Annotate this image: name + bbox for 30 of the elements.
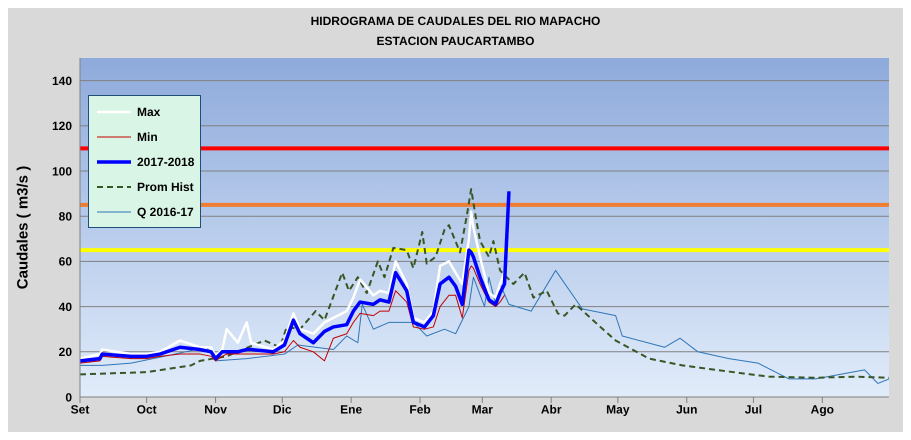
x-tick-label: Set xyxy=(70,402,90,417)
y-tick-label: 140 xyxy=(52,74,72,88)
x-tick-label: May xyxy=(606,402,630,417)
y-axis-title: Caudales ( m3/s ) xyxy=(14,166,32,290)
legend-label: Max xyxy=(137,104,160,118)
x-tick-label: Dic xyxy=(272,402,292,417)
chart-subtitle: ESTACION PAUCARTAMBO xyxy=(376,34,536,48)
y-tick-label: 0 xyxy=(65,390,72,404)
legend-label: Q 2016-17 xyxy=(137,204,194,218)
x-tick-label: Oct xyxy=(136,402,157,417)
x-tick-label: Mar xyxy=(472,402,494,417)
legend-label: Min xyxy=(137,130,158,144)
line-series xyxy=(80,265,506,364)
legend-label: 2017-2018 xyxy=(137,154,194,168)
x-tick-label: Abr xyxy=(540,402,562,417)
x-tick-label: Ene xyxy=(340,402,362,417)
y-tick-label: 80 xyxy=(58,209,72,224)
y-tick-label: 100 xyxy=(52,164,72,178)
x-tick-label: Jun xyxy=(676,402,698,417)
legend-label: Prom Hist xyxy=(137,180,194,194)
x-tick-label: Jul xyxy=(744,402,762,417)
chart-title: HIDROGRAMA DE CAUDALES DEL RIO MAPACHO xyxy=(310,14,602,28)
y-tick-label: 60 xyxy=(58,254,72,269)
y-tick-label: 40 xyxy=(58,300,72,314)
line-series xyxy=(80,270,889,384)
x-tick-label: Ago xyxy=(810,402,834,417)
y-tick-label: 20 xyxy=(58,345,72,360)
x-tick-label: Feb xyxy=(409,402,431,417)
x-tick-label: Nov xyxy=(204,402,228,417)
y-tick-label: 120 xyxy=(52,119,72,134)
